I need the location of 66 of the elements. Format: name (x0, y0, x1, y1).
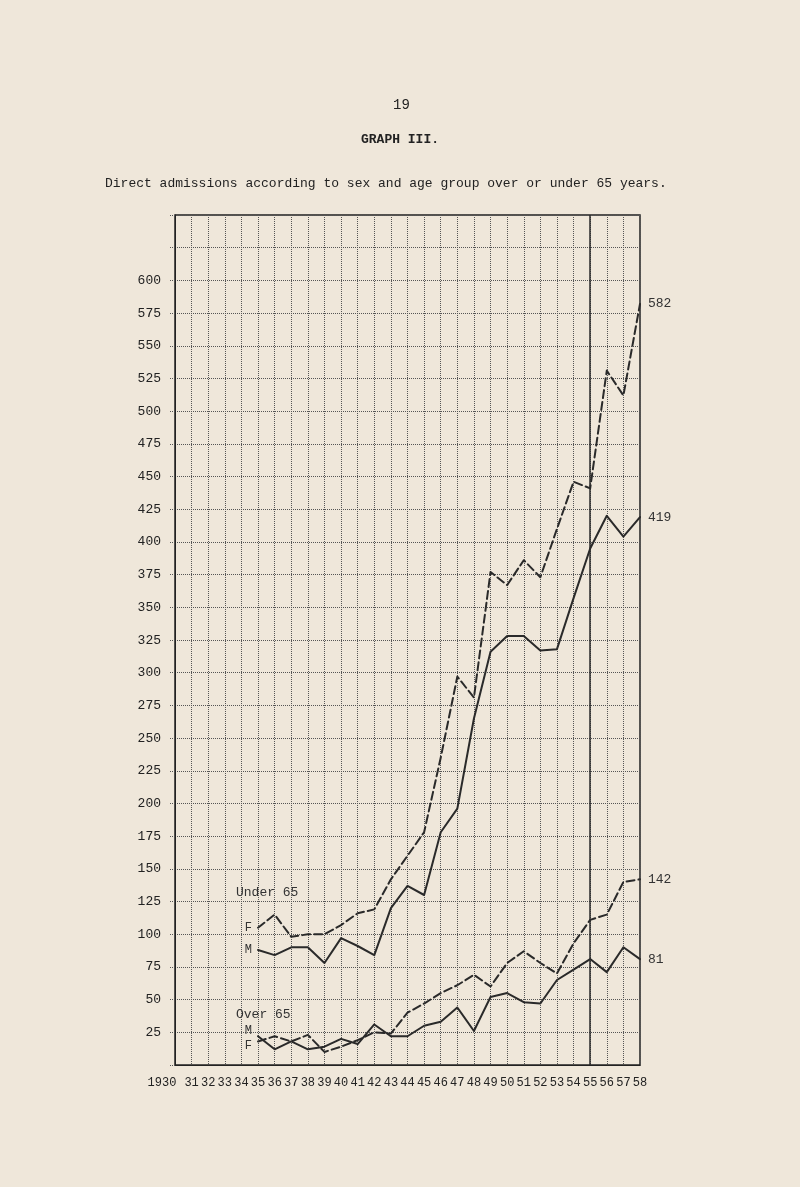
y-tick-label: 350 (137, 599, 161, 615)
y-tick-label: 575 (137, 305, 161, 321)
y-tick-label: 375 (137, 567, 161, 583)
y-tick-label: 550 (137, 338, 161, 354)
x-tick-label: 45 (416, 1076, 432, 1090)
x-tick-label: 50 (499, 1076, 515, 1090)
y-tick-label: 525 (137, 370, 161, 386)
y-tick-label: 475 (137, 436, 161, 452)
x-tick-label: 52 (533, 1076, 548, 1090)
series-label: F (244, 920, 253, 935)
x-tick-label: 36 (267, 1076, 282, 1090)
x-tick-label: 1930 (147, 1076, 177, 1090)
y-tick-label: 100 (137, 926, 161, 942)
x-tick-label: 55 (582, 1076, 598, 1090)
chart-subtitle: Direct admissions according to sex and age group over or under 65 years. (105, 176, 667, 191)
y-tick-label: 50 (145, 992, 161, 1008)
annotation: Over 65 (236, 1007, 291, 1022)
y-tick-label: 250 (137, 730, 161, 746)
data-label: 81 (648, 951, 664, 967)
y-tick-label: 325 (137, 632, 161, 648)
annotation: Under 65 (236, 885, 299, 900)
x-tick-label: 48 (466, 1076, 482, 1090)
chart-title: GRAPH III. (360, 132, 440, 147)
y-tick-label: 600 (137, 272, 161, 288)
y-tick-label: 175 (137, 828, 161, 844)
x-tick-label: 53 (549, 1076, 565, 1090)
series-label: M (244, 942, 253, 957)
x-tick-label: 54 (566, 1076, 581, 1090)
x-tick-label: 49 (483, 1076, 498, 1090)
y-tick-label: 500 (137, 403, 161, 419)
y-tick-label: 225 (137, 763, 161, 779)
y-tick-label: 75 (145, 959, 161, 975)
y-tick-label: 150 (137, 861, 161, 877)
x-tick-label: 37 (284, 1076, 299, 1090)
series-label: M (244, 1024, 253, 1039)
x-tick-label: 39 (317, 1076, 332, 1090)
x-tick-label: 43 (383, 1076, 399, 1090)
x-tick-label: 44 (400, 1076, 415, 1090)
x-tick-label: 57 (616, 1076, 631, 1090)
x-tick-label: 31 (184, 1076, 199, 1090)
x-tick-label: 41 (350, 1076, 365, 1090)
x-tick-label: 58 (632, 1076, 648, 1090)
data-label: 419 (648, 509, 672, 525)
x-tick-label: 32 (201, 1076, 216, 1090)
data-label: 582 (648, 296, 672, 312)
series-label: F (244, 1039, 253, 1054)
x-tick-label: 42 (367, 1076, 382, 1090)
y-tick-label: 300 (137, 665, 161, 681)
x-tick-label: 35 (250, 1076, 266, 1090)
y-tick-label: 450 (137, 469, 161, 485)
y-tick-label: 275 (137, 697, 161, 713)
x-tick-label: 47 (450, 1076, 465, 1090)
x-tick-label: 56 (599, 1076, 614, 1090)
x-tick-label: 33 (217, 1076, 233, 1090)
y-tick-label: 200 (137, 795, 161, 811)
x-tick-label: 46 (433, 1076, 448, 1090)
x-tick-label: 38 (300, 1076, 316, 1090)
y-tick-label: 400 (137, 534, 161, 550)
y-tick-label: 425 (137, 501, 161, 517)
x-tick-label: 34 (234, 1076, 249, 1090)
x-tick-label: 51 (516, 1076, 531, 1090)
text: 19 (393, 97, 410, 113)
x-tick-label: 40 (333, 1076, 349, 1090)
y-tick-label: 25 (145, 1024, 161, 1040)
y-tick-label: 125 (137, 894, 161, 910)
data-label: 142 (648, 871, 672, 887)
